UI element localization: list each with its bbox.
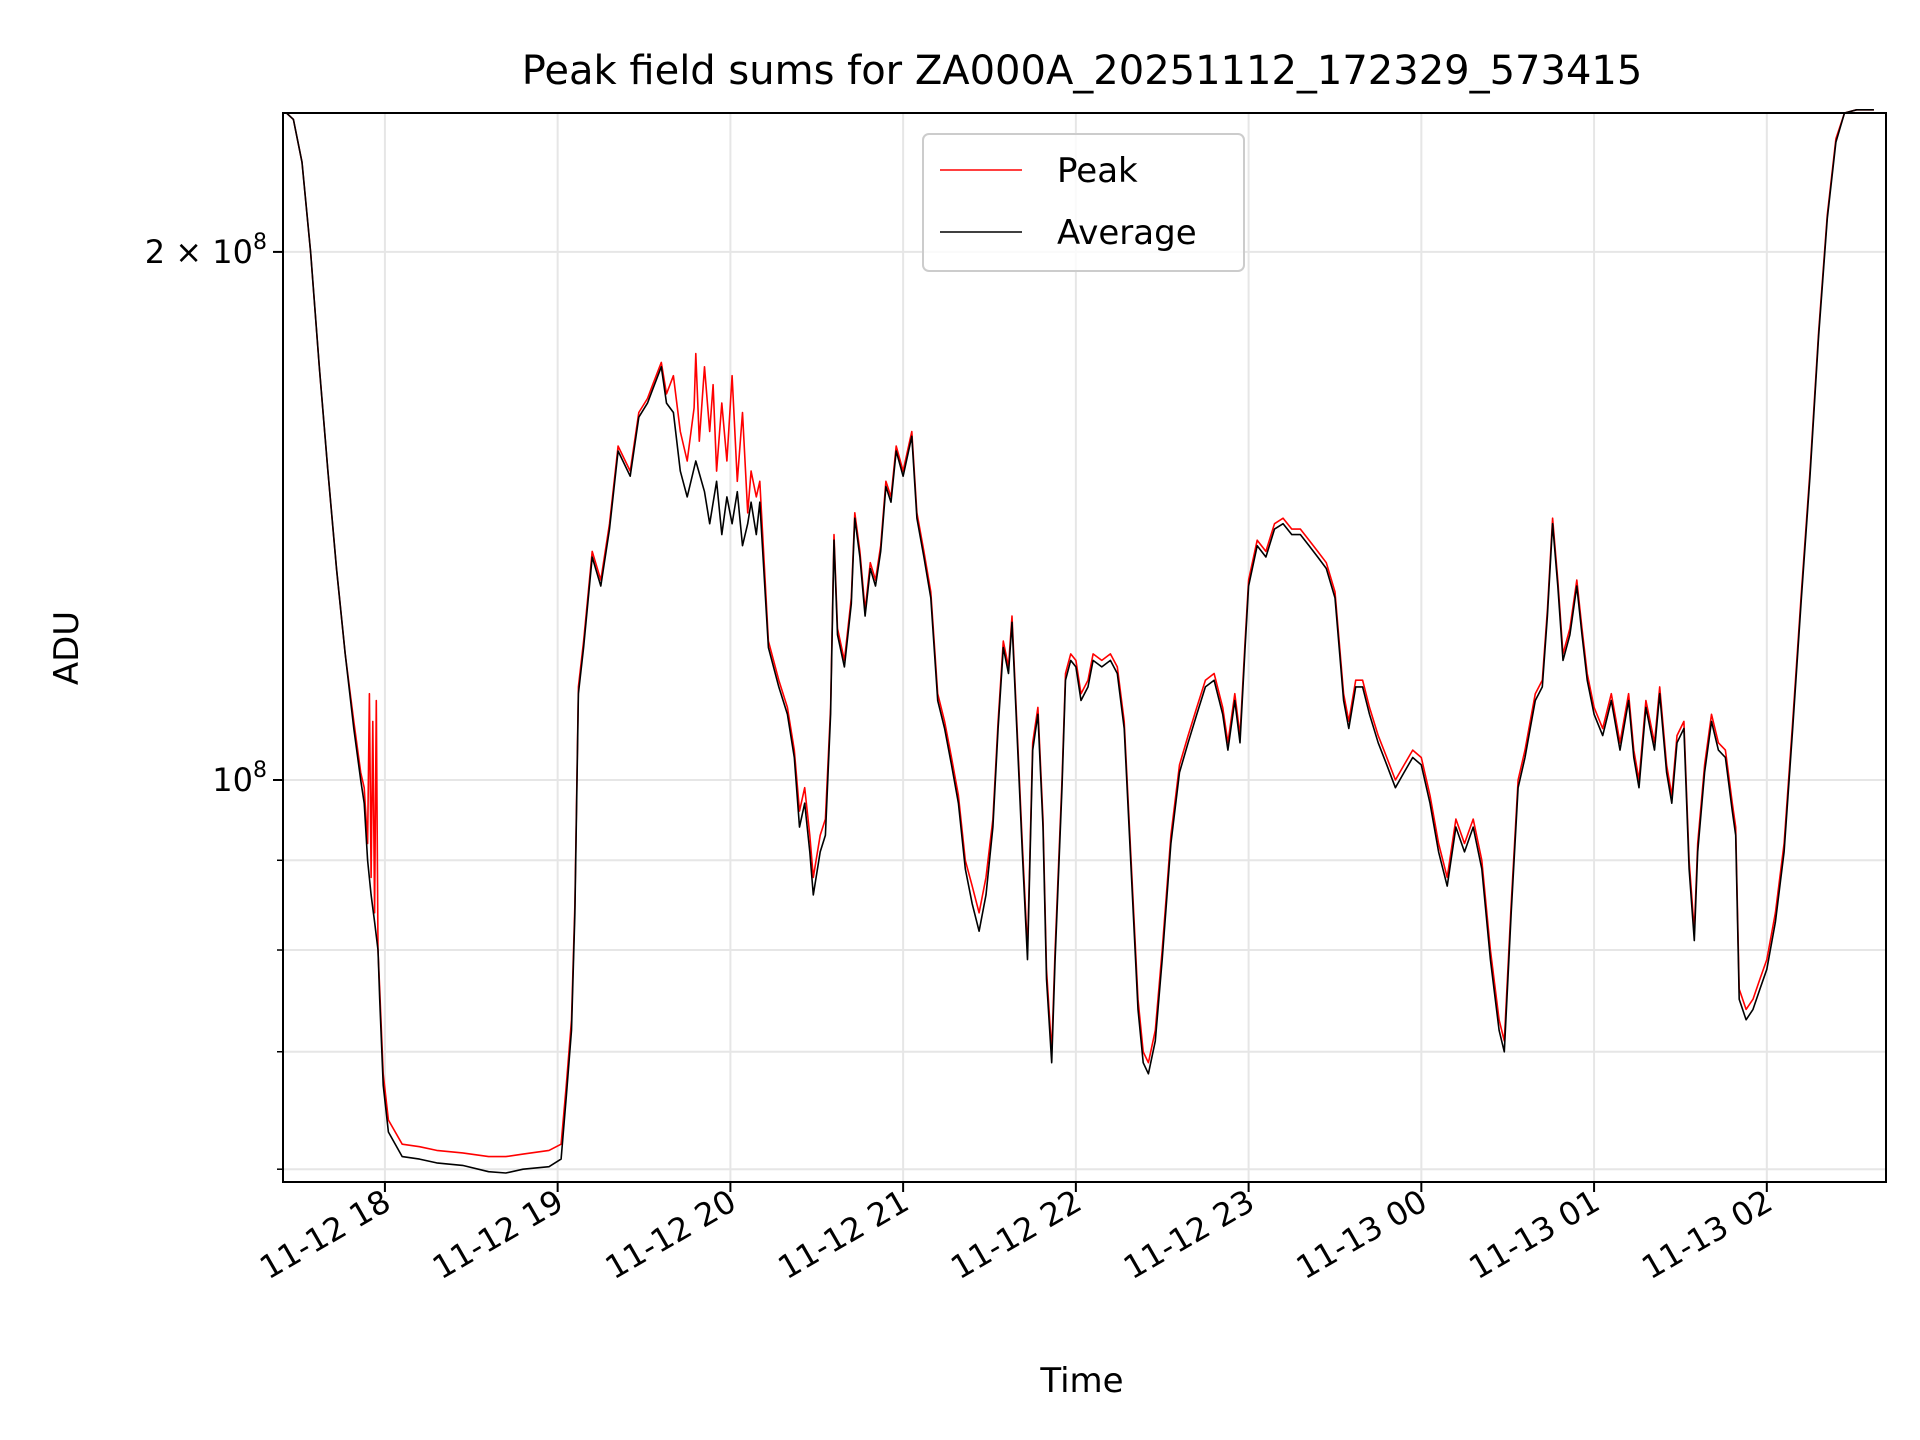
y-tick-base: 10 <box>212 761 253 799</box>
y-tick-multiplier: 2 × <box>145 233 213 271</box>
chart-title: Peak field sums for ZA000A_20251112_1723… <box>522 48 1643 94</box>
y-tick-label: 2 × 108 <box>145 230 267 271</box>
y-tick-exponent: 8 <box>253 758 267 783</box>
legend-label-average: Average <box>1057 213 1197 253</box>
y-tick-base: 10 <box>212 233 253 271</box>
y-axis-label: ADU <box>47 611 87 685</box>
plot-frame <box>282 112 1887 1183</box>
y-tick-label: 108 <box>212 758 267 799</box>
legend: Peak Average <box>922 133 1245 272</box>
legend-box <box>922 133 1245 272</box>
series-line-average <box>285 109 1874 1174</box>
y-tick-exponent: 8 <box>253 230 267 255</box>
series-layer <box>285 109 1874 1174</box>
x-axis-label: Time <box>1039 1361 1123 1401</box>
legend-label-peak: Peak <box>1057 151 1138 191</box>
